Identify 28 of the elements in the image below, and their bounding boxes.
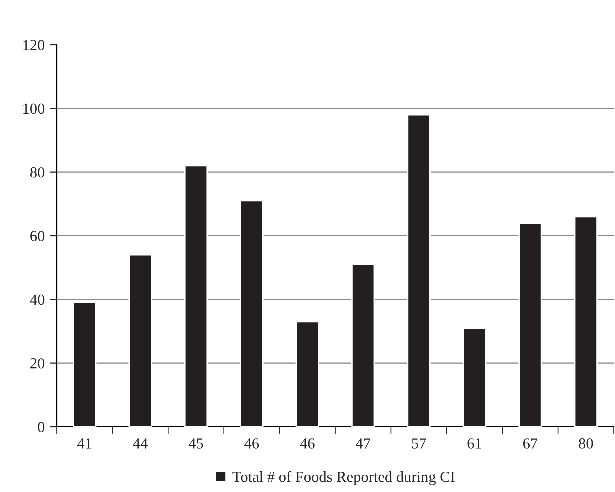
y-tick-label: 80 [30,167,45,178]
y-tick-label: 20 [30,358,45,369]
bar [184,165,208,427]
bar [73,302,97,427]
x-tick-label: 41 [78,438,92,449]
x-tick-label: 61 [468,438,482,449]
y-tick-label: 120 [24,40,45,50]
bar [407,114,431,427]
y-tick-label: 60 [30,231,45,242]
bar [296,321,320,427]
x-tick-label: 80 [579,438,594,449]
y-tick-label: 100 [24,104,45,114]
bar [352,264,376,427]
y-tick-label: 40 [30,294,45,306]
x-tick-label: 45 [188,438,204,449]
bar [574,216,598,427]
x-tick-label: 57 [412,438,426,449]
x-tick-label: 44 [133,438,148,449]
y-tick-label: 0 [38,422,45,432]
x-tick-label: 67 [523,438,538,449]
x-tick-label: 46 [300,438,315,449]
x-tick-label: 47 [356,438,371,449]
bar [240,200,264,427]
bar [462,328,487,427]
bar [518,222,542,427]
x-tick-label: 46 [244,438,260,449]
bar [128,254,152,427]
legend-label: Total # of Foods Reported during CI [232,471,455,486]
